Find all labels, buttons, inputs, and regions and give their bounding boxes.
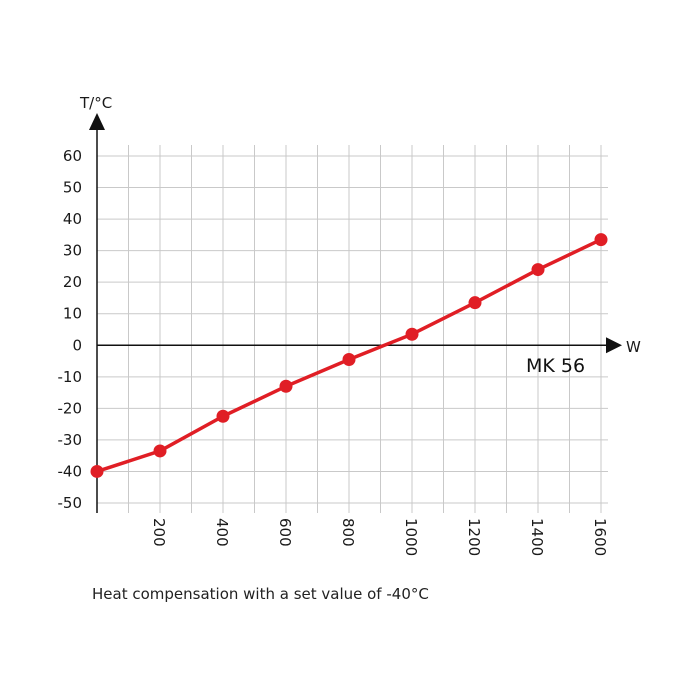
y-tick-label: 0 <box>72 336 82 354</box>
y-tick-label: 60 <box>63 147 82 165</box>
data-point <box>405 327 419 341</box>
y-tick-label: 10 <box>63 305 82 323</box>
data-point <box>468 296 482 310</box>
data-point <box>90 464 104 478</box>
chart-caption: Heat compensation with a set value of -4… <box>92 585 429 603</box>
x-tick-label: 800 <box>339 518 357 547</box>
x-tick-label: 400 <box>213 518 231 547</box>
y-axis-arrow <box>89 113 105 130</box>
data-point <box>216 409 230 423</box>
x-tick-label: 600 <box>276 518 294 547</box>
y-tick-labels: 60 50 40 30 20 10 0 -10 -20 -30 -40 -50 <box>58 147 83 512</box>
x-axis-arrow <box>606 337 622 354</box>
series-group <box>90 233 608 478</box>
grid <box>97 145 608 513</box>
data-point <box>342 352 356 366</box>
data-point <box>279 379 293 393</box>
data-point <box>153 444 167 458</box>
data-point <box>594 233 608 247</box>
y-tick-label: 50 <box>63 179 82 197</box>
data-point <box>531 263 545 277</box>
axes <box>89 113 622 513</box>
x-axis-label: W <box>626 338 641 356</box>
y-tick-label: -20 <box>58 399 83 417</box>
x-tick-label: 200 <box>150 518 168 547</box>
y-tick-label: 40 <box>63 210 82 228</box>
y-tick-label: -30 <box>58 431 83 449</box>
y-axis-label: T/°C <box>79 94 112 112</box>
y-tick-label: 30 <box>63 242 82 260</box>
series-label: MK 56 <box>526 355 585 377</box>
x-tick-label: 1600 <box>591 518 609 556</box>
x-tick-label: 1200 <box>465 518 483 556</box>
y-tick-label: -50 <box>58 494 83 512</box>
y-tick-label: -10 <box>58 368 83 386</box>
x-tick-label: 1400 <box>528 518 546 556</box>
x-tick-label: 1000 <box>402 518 420 556</box>
x-tick-labels: 200 400 600 800 1000 1200 1400 1600 <box>150 518 609 556</box>
y-tick-label: 20 <box>63 273 82 291</box>
y-tick-label: -40 <box>58 462 83 480</box>
